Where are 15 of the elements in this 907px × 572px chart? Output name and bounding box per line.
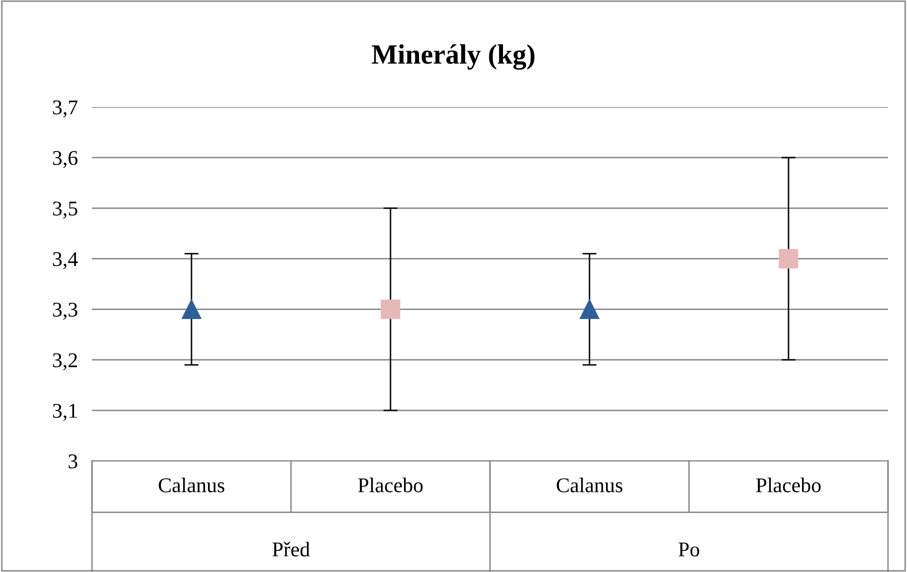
x-tick-label: Calanus [556,478,622,492]
chart-title: Minerály (kg) [372,44,534,70]
text: Po [678,542,700,556]
x-tick-label: Calanus [158,478,224,492]
y-tick-label: 3,3 [53,302,78,320]
text: Před [272,542,310,556]
x-tick-label: Placebo [756,478,821,492]
x-tick-label: Placebo [358,478,423,492]
y-tick-label: 3,2 [53,353,77,370]
y-tick-label: 3,4 [53,252,78,270]
y-tick-label: 3,7 [53,100,78,118]
y-tick-label: 3,6 [53,151,78,168]
y-tick-label: 3,1 [53,404,77,421]
y-tick-label: 3 [68,454,78,468]
y-tick-label: 3,5 [53,202,78,219]
